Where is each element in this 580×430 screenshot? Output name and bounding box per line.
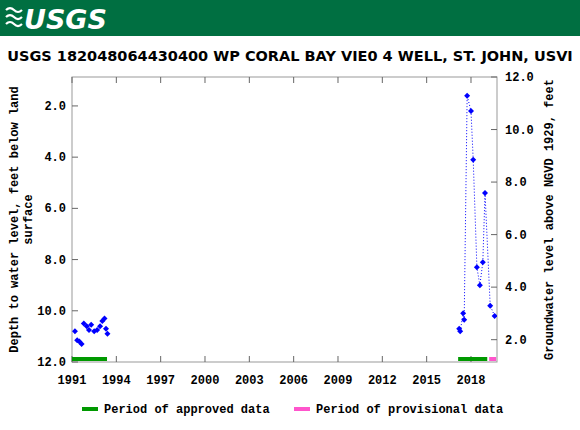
x-tick-label: 2000 (191, 374, 220, 388)
x-tick (160, 356, 161, 362)
x-tick-label: 1994 (102, 374, 131, 388)
x-tick (382, 356, 383, 362)
period-bar (489, 357, 496, 361)
data-point (103, 326, 109, 332)
y2-tick (491, 287, 497, 288)
y2-tick-label: 4.0 (505, 281, 527, 295)
data-point (460, 310, 466, 316)
y-tick-label: 4.0 (44, 151, 66, 165)
x-tick-top (116, 77, 117, 83)
legend-swatch (82, 407, 98, 411)
header-band (0, 0, 580, 36)
data-point (461, 317, 467, 323)
data-point (487, 303, 493, 309)
data-point (102, 315, 108, 321)
series-line (459, 96, 494, 332)
logo-wave (6, 8, 22, 12)
logo-text: USGS (24, 4, 107, 35)
y-tick (72, 362, 78, 363)
x-tick (249, 356, 250, 362)
y2-tick-label: 2.0 (505, 334, 527, 348)
y-tick-label: 6.0 (44, 202, 66, 216)
x-tick-label: 1991 (58, 374, 87, 388)
chart: USGS USGS 182048064430400 WP CORAL BAY VI… (0, 0, 580, 430)
y2-tick (491, 339, 497, 340)
y2-tick (491, 234, 497, 235)
data-point (97, 323, 103, 329)
period-bar (458, 357, 487, 361)
data-point (480, 259, 486, 265)
x-tick-top (426, 77, 427, 83)
data-point (88, 322, 94, 328)
y2-tick-label: 12.0 (505, 71, 534, 85)
y-tick (72, 310, 78, 311)
x-tick-label: 1997 (146, 374, 175, 388)
x-tick-top (470, 77, 471, 83)
legend-label: Period of provisional data (316, 403, 503, 417)
data-point (464, 93, 470, 99)
logo-wave (6, 22, 22, 26)
marks (72, 93, 497, 361)
y-tick (72, 157, 78, 158)
y-axis-label-line: Depth to water level, feet below land (8, 86, 22, 352)
x-tick-label: 2012 (368, 374, 397, 388)
y2-tick (491, 129, 497, 130)
y-tick-label: 2.0 (44, 100, 66, 114)
logo-wave (6, 15, 22, 19)
y-tick (72, 105, 78, 106)
logo-waves (6, 8, 22, 26)
data-point (468, 108, 474, 114)
y-tick (72, 208, 78, 209)
legend-swatch (294, 407, 310, 411)
x-tick-top (293, 77, 294, 83)
y-tick-label: 12.0 (37, 356, 66, 370)
y-tick (72, 259, 78, 260)
data-point (457, 328, 463, 334)
y2-axis-label: Groundwater level above NGVD 1929, feet (543, 79, 557, 360)
x-tick (337, 356, 338, 362)
x-tick-top (337, 77, 338, 83)
legend-label: Period of approved data (104, 403, 270, 417)
y-tick-label: 8.0 (44, 254, 66, 268)
x-tick-top (249, 77, 250, 83)
x-tick (116, 356, 117, 362)
data-point (492, 313, 497, 319)
data-point (474, 264, 480, 270)
x-tick-top (204, 77, 205, 83)
x-tick (204, 356, 205, 362)
x-tick-top (382, 77, 383, 83)
y2-tick-label: 10.0 (505, 124, 534, 138)
y-axis-label: Depth to water level, feet below landsur… (8, 86, 36, 352)
x-tick (426, 356, 427, 362)
y-axis-label-line: surface (22, 194, 36, 244)
period-bar (72, 357, 107, 361)
x-tick-top (160, 77, 161, 83)
data-point (72, 328, 78, 334)
data-point (477, 282, 483, 288)
x-tick-label: 2003 (235, 374, 264, 388)
data-point (79, 341, 85, 347)
x-tick-label: 2006 (279, 374, 308, 388)
x-tick-label: 2009 (324, 374, 353, 388)
y2-tick (491, 77, 497, 78)
x-tick-label: 2018 (457, 374, 486, 388)
data-point (104, 331, 110, 337)
y2-tick-label: 8.0 (505, 176, 527, 190)
y2-tick (491, 182, 497, 183)
x-tick (293, 356, 294, 362)
x-tick-label: 2015 (412, 374, 441, 388)
plot-frame (72, 77, 497, 362)
data-point (470, 157, 476, 163)
x-tick-top (72, 77, 73, 83)
data-point (482, 190, 488, 196)
title: USGS 182048064430400 WP CORAL BAY VIE0 4… (7, 48, 573, 64)
data-point (86, 327, 92, 333)
y2-tick-label: 6.0 (505, 229, 527, 243)
y-tick-label: 10.0 (37, 305, 66, 319)
